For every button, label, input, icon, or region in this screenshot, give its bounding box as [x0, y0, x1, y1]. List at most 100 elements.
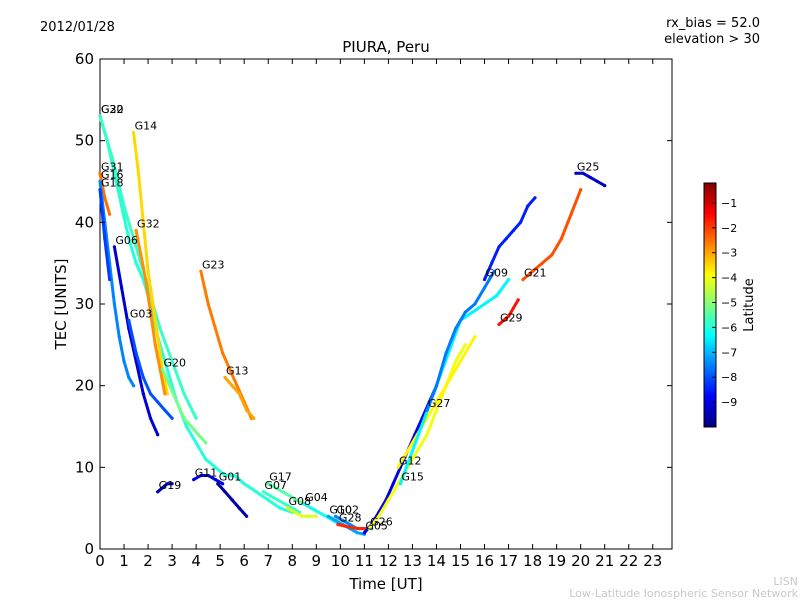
x-tick-label: 1	[119, 552, 129, 570]
colorbar-tick-label: −8	[721, 371, 737, 384]
data-point	[300, 514, 304, 518]
series-label-g01: G01	[219, 471, 242, 484]
data-point	[237, 392, 241, 396]
y-axis: 0 10 20 30 40 50 60	[75, 50, 672, 558]
data-point	[254, 490, 258, 494]
data-point	[213, 465, 217, 469]
data-point	[158, 326, 162, 331]
data-point	[139, 253, 143, 257]
data-point	[473, 335, 477, 339]
colorbar-label: Latitude	[742, 278, 757, 332]
y-tick-label: 50	[75, 132, 94, 150]
data-point	[574, 171, 578, 175]
data-point	[521, 277, 525, 282]
data-point	[273, 486, 277, 490]
x-tick-label: 18	[523, 552, 542, 570]
data-point	[245, 408, 249, 412]
data-point	[151, 302, 155, 306]
data-point	[223, 375, 227, 380]
data-point	[206, 473, 210, 478]
data-point	[103, 237, 107, 241]
data-point	[108, 212, 112, 216]
colorbar-tick-label: −3	[721, 247, 737, 260]
data-point	[444, 351, 448, 355]
data-point	[333, 514, 338, 518]
data-point	[189, 424, 193, 429]
colorbar-tick-label: −5	[721, 297, 737, 310]
data-point	[317, 510, 321, 514]
data-point	[134, 351, 138, 355]
data-point	[194, 416, 198, 420]
data-point	[170, 416, 174, 420]
x-tick-label: 11	[355, 552, 374, 570]
data-point	[434, 384, 439, 388]
data-point	[228, 367, 232, 371]
data-point	[204, 457, 208, 461]
series-label-g17: G17	[269, 471, 292, 484]
data-point	[396, 482, 400, 486]
series-label-g28: G28	[339, 512, 362, 525]
data-point	[550, 253, 554, 257]
series-label-g26: G26	[370, 516, 393, 529]
data-point	[112, 245, 116, 249]
data-point	[295, 498, 299, 502]
data-point	[492, 269, 496, 273]
data-point	[158, 367, 162, 371]
data-point	[221, 482, 225, 486]
data-point	[182, 416, 186, 420]
data-point	[141, 392, 145, 396]
series-label-g07: G07	[264, 479, 287, 492]
data-point	[175, 400, 179, 404]
data-point	[233, 473, 237, 478]
series-label-g05: G05	[365, 520, 388, 533]
data-point	[507, 277, 511, 282]
data-point	[425, 433, 429, 437]
series-label-g10: G10	[329, 503, 352, 516]
y-tick-label: 20	[75, 377, 94, 395]
data-point	[434, 400, 439, 404]
data-point	[307, 514, 311, 518]
x-tick-label: 20	[571, 552, 590, 570]
data-point	[261, 490, 265, 494]
data-point	[348, 522, 352, 527]
data-point	[122, 204, 126, 208]
colorbar-tick-label: −2	[721, 222, 737, 235]
data-point	[324, 514, 328, 518]
data-point	[482, 277, 487, 282]
data-point	[170, 359, 174, 363]
series-g19	[156, 482, 174, 494]
data-point	[422, 416, 427, 420]
data-point	[533, 196, 537, 200]
data-point	[473, 302, 477, 306]
series-label-g19: G19	[159, 479, 182, 492]
data-point	[507, 314, 511, 318]
data-point	[221, 351, 225, 355]
data-point	[326, 514, 330, 518]
data-point	[482, 286, 487, 290]
data-point	[199, 473, 203, 478]
data-point	[165, 367, 169, 371]
data-point	[230, 498, 234, 502]
data-point	[519, 220, 523, 224]
data-point	[216, 482, 220, 486]
data-point	[108, 277, 112, 282]
x-tick-label: 17	[499, 552, 518, 570]
data-point	[531, 269, 535, 273]
data-point	[98, 179, 102, 184]
data-point	[358, 527, 362, 531]
data-point	[230, 384, 234, 388]
data-point	[112, 302, 116, 306]
series-label-g23: G23	[202, 258, 225, 271]
data-point	[196, 433, 201, 437]
data-point	[425, 408, 429, 412]
data-point	[117, 335, 121, 339]
data-point	[526, 204, 530, 208]
x-tick-label: 0	[95, 552, 105, 570]
data-point	[281, 490, 285, 494]
series-label-g08: G08	[288, 495, 311, 508]
data-point	[444, 384, 448, 388]
data-point	[391, 482, 395, 486]
colorbar-tick-label: −4	[721, 272, 737, 285]
